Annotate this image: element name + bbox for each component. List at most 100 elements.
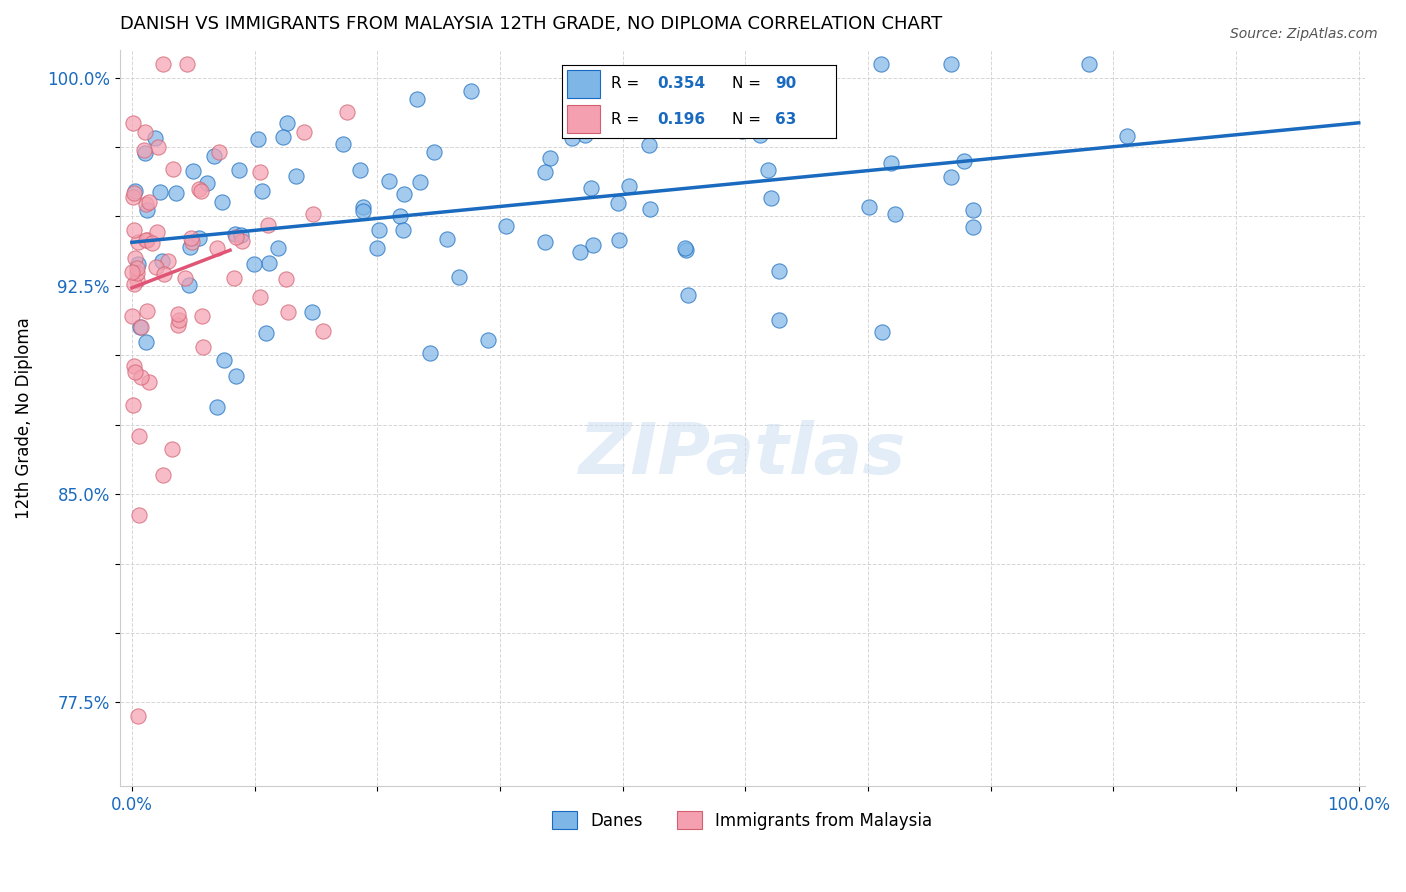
Danes: [135, 335, 157, 350]
Danes: [389, 210, 412, 224]
Danes: [368, 223, 391, 237]
Danes: [124, 184, 146, 198]
Danes: [143, 131, 166, 145]
Immigrants from Malaysia: [145, 260, 167, 274]
Danes: [460, 84, 482, 98]
Immigrants from Malaysia: [122, 116, 145, 130]
Immigrants from Malaysia: [152, 468, 174, 483]
Immigrants from Malaysia: [124, 223, 146, 237]
Immigrants from Malaysia: [162, 442, 184, 456]
Danes: [574, 121, 596, 136]
Immigrants from Malaysia: [135, 233, 157, 247]
Immigrants from Malaysia: [157, 254, 180, 268]
Immigrants from Malaysia: [225, 229, 247, 244]
Immigrants from Malaysia: [312, 324, 335, 338]
Danes: [197, 177, 219, 191]
Immigrants from Malaysia: [125, 273, 148, 287]
Danes: [202, 149, 225, 163]
Immigrants from Malaysia: [121, 309, 143, 323]
Immigrants from Malaysia: [174, 271, 197, 285]
Immigrants from Malaysia: [176, 56, 198, 70]
Danes: [127, 257, 149, 271]
Text: ZIPatlas: ZIPatlas: [578, 420, 905, 489]
Danes: [761, 191, 783, 205]
Immigrants from Malaysia: [188, 182, 211, 196]
Danes: [730, 124, 752, 138]
Immigrants from Malaysia: [135, 197, 157, 211]
Danes: [211, 194, 233, 209]
Danes: [447, 269, 470, 284]
Danes: [246, 132, 269, 146]
Danes: [768, 263, 790, 277]
Danes: [495, 219, 517, 233]
Immigrants from Malaysia: [127, 235, 149, 249]
Danes: [619, 179, 641, 194]
Immigrants from Malaysia: [138, 195, 160, 210]
Immigrants from Malaysia: [141, 236, 163, 251]
Immigrants from Malaysia: [208, 145, 231, 159]
Danes: [177, 277, 200, 292]
Danes: [638, 137, 661, 152]
Danes: [181, 163, 204, 178]
Immigrants from Malaysia: [205, 241, 228, 255]
Immigrants from Malaysia: [167, 318, 190, 332]
Immigrants from Malaysia: [138, 375, 160, 389]
Immigrants from Malaysia: [152, 56, 174, 70]
Danes: [638, 202, 661, 217]
Danes: [250, 184, 273, 198]
Immigrants from Malaysia: [301, 207, 323, 221]
Immigrants from Malaysia: [124, 251, 146, 265]
Danes: [534, 165, 557, 179]
Immigrants from Malaysia: [128, 508, 150, 523]
Immigrants from Malaysia: [193, 340, 215, 354]
Danes: [352, 204, 374, 219]
Immigrants from Malaysia: [129, 369, 152, 384]
Danes: [301, 305, 323, 319]
Danes: [205, 400, 228, 414]
Danes: [187, 231, 209, 245]
Danes: [271, 130, 294, 145]
Legend: Danes, Immigrants from Malaysia: Danes, Immigrants from Malaysia: [546, 805, 939, 837]
Danes: [394, 187, 416, 202]
Danes: [1116, 128, 1139, 143]
Immigrants from Malaysia: [146, 225, 169, 239]
Danes: [392, 223, 415, 237]
Danes: [872, 325, 894, 339]
Immigrants from Malaysia: [292, 125, 315, 139]
Text: DANISH VS IMMIGRANTS FROM MALAYSIA 12TH GRADE, NO DIPLOMA CORRELATION CHART: DANISH VS IMMIGRANTS FROM MALAYSIA 12TH …: [120, 15, 942, 33]
Danes: [243, 258, 266, 272]
Danes: [581, 181, 603, 195]
Immigrants from Malaysia: [249, 290, 271, 304]
Danes: [405, 91, 427, 105]
Immigrants from Malaysia: [135, 233, 157, 247]
Danes: [962, 220, 984, 235]
Danes: [884, 207, 907, 221]
Immigrants from Malaysia: [134, 143, 156, 157]
Danes: [228, 163, 250, 178]
Immigrants from Malaysia: [121, 398, 143, 412]
Danes: [332, 136, 354, 151]
Danes: [165, 186, 187, 200]
Danes: [962, 203, 984, 218]
Immigrants from Malaysia: [124, 366, 146, 380]
Danes: [377, 174, 399, 188]
Danes: [574, 128, 596, 142]
Immigrants from Malaysia: [190, 184, 212, 198]
Danes: [582, 237, 605, 252]
Danes: [768, 313, 790, 327]
Danes: [568, 244, 591, 259]
Danes: [748, 128, 770, 143]
Danes: [349, 162, 371, 177]
Danes: [409, 175, 432, 189]
Immigrants from Malaysia: [257, 218, 280, 232]
Danes: [259, 256, 281, 270]
Immigrants from Malaysia: [222, 271, 245, 285]
Danes: [711, 123, 734, 137]
Danes: [418, 346, 440, 360]
Danes: [939, 56, 962, 70]
Immigrants from Malaysia: [121, 264, 143, 278]
Danes: [366, 241, 388, 255]
Immigrants from Malaysia: [129, 320, 152, 334]
Danes: [436, 232, 458, 246]
Text: Source: ZipAtlas.com: Source: ZipAtlas.com: [1230, 27, 1378, 41]
